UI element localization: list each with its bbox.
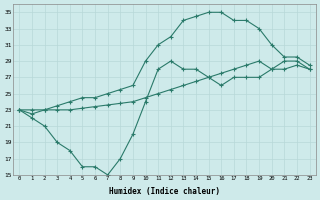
X-axis label: Humidex (Indice chaleur): Humidex (Indice chaleur) — [109, 187, 220, 196]
